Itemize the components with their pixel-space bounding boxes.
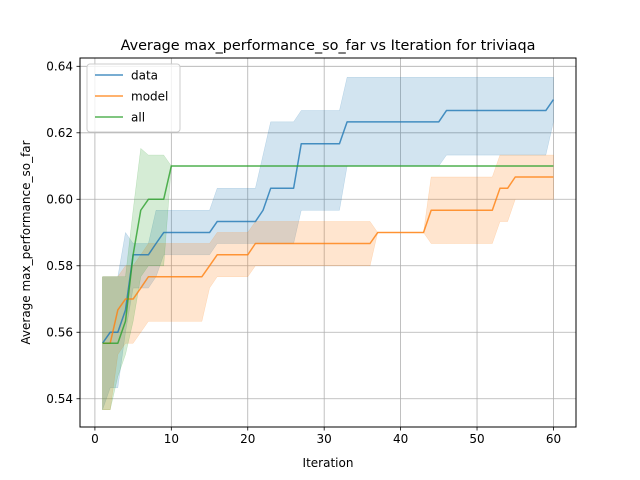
legend-label-data: data: [131, 68, 158, 82]
x-tick-label: 10: [164, 432, 179, 446]
x-tick-label: 40: [393, 432, 408, 446]
x-tick-label: 50: [469, 432, 484, 446]
y-tick-label: 0.54: [46, 392, 73, 406]
x-tick-label: 20: [240, 432, 255, 446]
series-line-model: [102, 176, 554, 344]
x-tick-label: 60: [546, 432, 561, 446]
y-tick-label: 0.58: [46, 259, 73, 273]
x-axis-ticks: 0 10 20 30 40 50 60: [91, 427, 561, 446]
y-tick-label: 0.60: [46, 193, 73, 207]
x-axis-label: Iteration: [303, 456, 354, 470]
legend-label-model: model: [131, 89, 168, 103]
y-axis-label: Average max_performance_so_far: [19, 140, 33, 344]
grid: [80, 58, 576, 427]
series-line-all: [102, 165, 554, 344]
y-axis-ticks: 0.54 0.56 0.58 0.60 0.62 0.64: [46, 60, 80, 406]
series-lines: [101, 99, 555, 344]
x-tick-label: 30: [317, 432, 332, 446]
y-tick-label: 0.64: [46, 60, 73, 74]
y-tick-label: 0.56: [46, 326, 73, 340]
chart-title: Average max_performance_so_far vs Iterat…: [121, 38, 536, 54]
legend-label-all: all: [131, 110, 145, 124]
x-tick-label: 0: [91, 432, 99, 446]
series-line-data: [101, 99, 555, 344]
legend: data model all: [86, 63, 181, 133]
y-tick-label: 0.62: [46, 126, 73, 140]
legend-box: [86, 63, 181, 133]
plot-frame: [79, 57, 577, 428]
band-data: [102, 77, 554, 410]
